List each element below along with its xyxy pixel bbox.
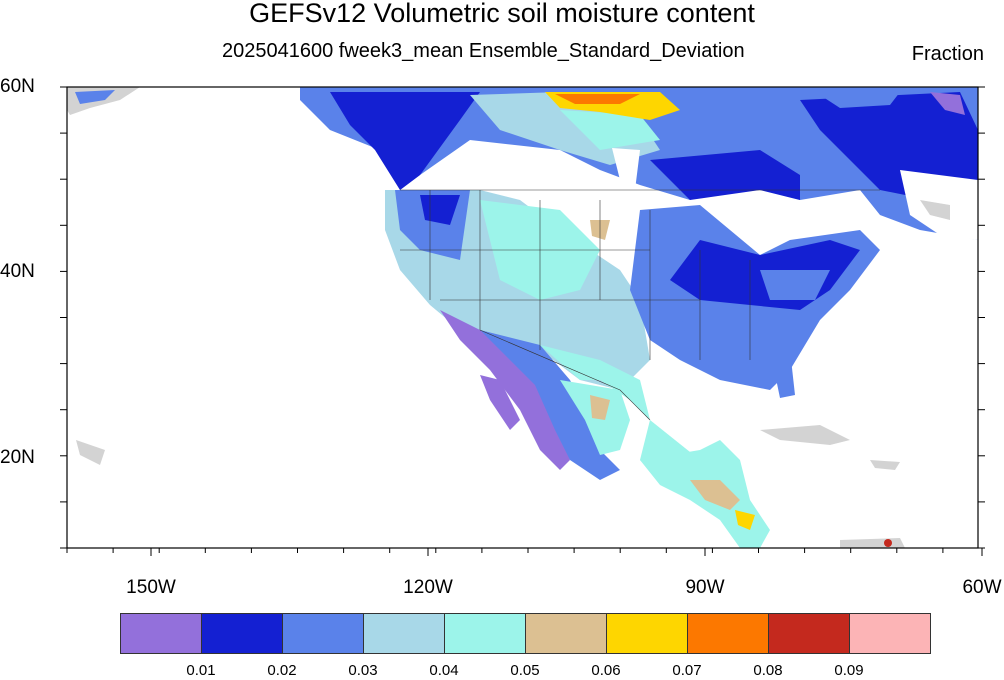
- colorbar-label: 0.06: [591, 662, 621, 679]
- state-borders: [400, 189, 880, 421]
- colorbar-swatch: [444, 613, 526, 654]
- colorbar-label: 0.04: [429, 662, 459, 679]
- lat-label-60n: 60N: [0, 76, 35, 97]
- colorbar-swatch: [606, 613, 688, 654]
- colorbar-swatch: [768, 613, 850, 654]
- colorbar-label: 0.07: [672, 662, 702, 679]
- region-canada: [300, 87, 978, 240]
- units-label: Fraction: [911, 43, 984, 65]
- lat-label-20n: 20N: [0, 447, 35, 468]
- colorbar-swatch: [687, 613, 769, 654]
- colorbar-label: 0.02: [267, 662, 297, 679]
- colorbar-swatch: [282, 613, 364, 654]
- colorbar-label: 0.05: [510, 662, 540, 679]
- colorbar-swatch: [525, 613, 607, 654]
- lon-label-60w: 60W: [962, 577, 1002, 598]
- lat-label-40n: 40N: [0, 261, 35, 282]
- colorbar-swatch: [201, 613, 283, 654]
- colorbar-label: 0.01: [186, 662, 216, 679]
- colorbar-label: 0.03: [348, 662, 378, 679]
- colorbar-swatch: [849, 613, 931, 654]
- colorbar-swatch: [120, 613, 202, 654]
- colorbar-swatch: [363, 613, 445, 654]
- map-subtitle: 2025041600 fweek3_mean Ensemble_Standard…: [222, 40, 745, 62]
- colorbar-label: 0.08: [753, 662, 783, 679]
- colorbar-label: 0.09: [834, 662, 864, 679]
- lon-label-120w: 120W: [403, 577, 453, 598]
- region-mexico: [540, 345, 700, 480]
- lon-label-150w: 150W: [126, 577, 176, 598]
- great-lakes: [695, 195, 790, 255]
- lon-label-90w: 90W: [685, 577, 725, 598]
- map-title: GEFSv12 Volumetric soil moisture content: [249, 0, 755, 28]
